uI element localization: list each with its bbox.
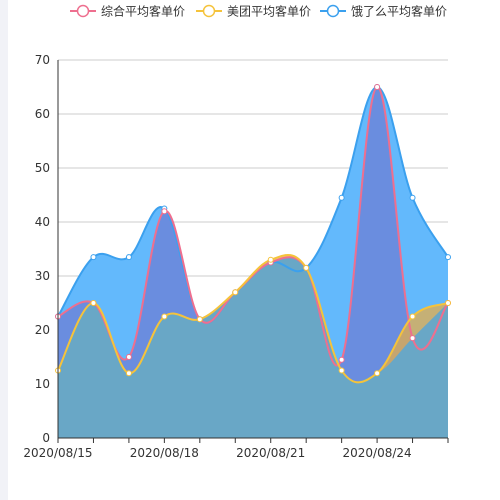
legend-label-1: 美团平均客单价 xyxy=(227,4,311,19)
point-series-1-11[interactable] xyxy=(445,300,451,306)
series-points xyxy=(55,84,451,377)
point-series-1-5[interactable] xyxy=(232,289,239,296)
legend-item-0[interactable]: 综合平均客单价 xyxy=(70,4,185,19)
point-series-1-9[interactable] xyxy=(374,370,381,377)
y-tick-label-20: 20 xyxy=(35,323,50,337)
x-tick-label-0: 2020/08/15 xyxy=(23,446,92,460)
y-tick-label-60: 60 xyxy=(35,107,50,121)
point-series-2-11[interactable] xyxy=(445,254,451,261)
point-series-2-1[interactable] xyxy=(90,254,97,261)
legend-label-0: 综合平均客单价 xyxy=(101,4,185,19)
y-tick-label-40: 40 xyxy=(35,215,50,229)
point-series-0-9[interactable] xyxy=(374,84,381,90)
point-series-1-8[interactable] xyxy=(338,367,345,374)
point-series-1-6[interactable] xyxy=(267,256,274,263)
point-series-0-2[interactable] xyxy=(125,354,132,360)
line-series-0 xyxy=(57,85,449,367)
side-strip xyxy=(0,0,8,500)
point-series-2-10[interactable] xyxy=(409,194,416,201)
point-series-1-2[interactable] xyxy=(125,370,132,377)
x-tick-label-9: 2020/08/24 xyxy=(343,446,412,460)
point-series-0-10[interactable] xyxy=(409,335,416,342)
point-series-0-3[interactable] xyxy=(161,208,168,215)
area-overlap xyxy=(58,256,448,438)
point-series-1-1[interactable] xyxy=(90,300,97,306)
x-tick-label-6: 2020/08/21 xyxy=(236,446,305,460)
point-series-1-7[interactable] xyxy=(303,264,310,271)
y-tick-label-30: 30 xyxy=(35,269,50,283)
point-series-1-10[interactable] xyxy=(409,313,416,320)
y-tick-label-10: 10 xyxy=(35,377,50,391)
point-series-0-8[interactable] xyxy=(338,356,345,363)
legend-marker-icon-1 xyxy=(202,4,216,18)
point-series-1-4[interactable] xyxy=(196,316,203,323)
y-tick-label-70: 70 xyxy=(35,53,50,67)
point-series-2-8[interactable] xyxy=(338,194,345,201)
x-tick-label-3: 2020/08/18 xyxy=(130,446,199,460)
point-series-2-2[interactable] xyxy=(125,254,132,261)
legend-label-2: 饿了么平均客单价 xyxy=(351,4,447,19)
legend-marker-icon-2 xyxy=(326,4,340,18)
y-tick-label-0: 0 xyxy=(42,431,50,445)
legend[interactable]: 综合平均客单价 美团平均客单价 饿了么平均客单价 xyxy=(70,4,447,19)
axes: 0 10 20 30 40 50 60 70 2020/08/15 2020/08/18 2020/… xyxy=(23,53,449,460)
y-tick-label-50: 50 xyxy=(35,161,50,175)
legend-item-2[interactable]: 饿了么平均客单价 xyxy=(320,4,447,19)
series-areas xyxy=(58,86,448,438)
legend-marker-icon-0 xyxy=(76,4,90,18)
point-series-1-3[interactable] xyxy=(161,313,168,320)
legend-item-1[interactable]: 美团平均客单价 xyxy=(196,4,311,19)
